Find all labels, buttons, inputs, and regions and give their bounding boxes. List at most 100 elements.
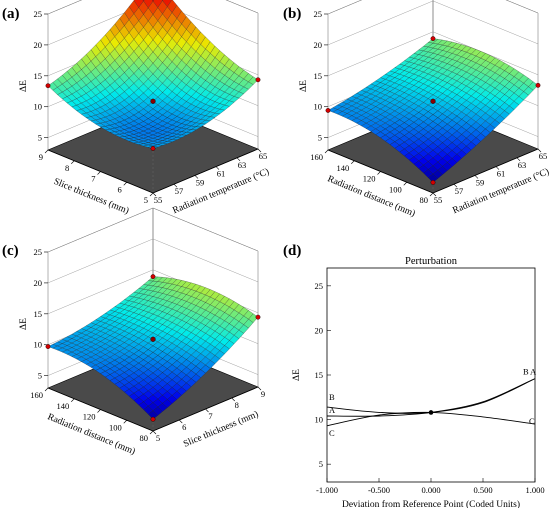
x-tick-label: 59 bbox=[476, 177, 485, 187]
x-axis-line bbox=[152, 148, 259, 194]
surface-plot-c: (c) 5 10 15 20 25 ΔE 5 6 7 8 9 80 100 120 140 160 Slice … bbox=[2, 207, 265, 457]
z-axis-label: ΔE bbox=[299, 80, 309, 92]
x-tick-mark bbox=[257, 386, 262, 391]
y-tick-label: 15 bbox=[315, 370, 324, 380]
z-gridline bbox=[327, 31, 539, 76]
panel-label-c: (c) bbox=[2, 243, 19, 259]
x-tick-label: 7 bbox=[208, 411, 212, 421]
y-tick-mark bbox=[44, 387, 49, 392]
response-surface-mesh bbox=[47, 276, 259, 420]
y-tick-mark bbox=[377, 171, 381, 175]
panel-label-d: (d) bbox=[283, 243, 301, 259]
x-tick-label: 57 bbox=[455, 186, 464, 196]
surface-cell bbox=[148, 410, 158, 420]
x-axis-label: Deviation from Reference Point (Coded Un… bbox=[342, 499, 520, 508]
y-tick-mark bbox=[97, 409, 101, 413]
x-tick-label: 0.000 bbox=[421, 485, 440, 495]
y-tick-label: 5 bbox=[319, 459, 323, 469]
z-tick-label: 5 bbox=[38, 371, 42, 381]
z-tick-label: 5 bbox=[318, 133, 322, 143]
y-tick-mark bbox=[71, 398, 75, 402]
z-gridline bbox=[47, 238, 259, 284]
z-tick-label: 5 bbox=[38, 133, 42, 143]
design-point-marker bbox=[150, 146, 156, 151]
y-tick-label: 80 bbox=[140, 433, 149, 443]
z-tick-label: 25 bbox=[34, 9, 43, 19]
design-point-marker bbox=[45, 344, 51, 349]
z-tick-label: 20 bbox=[34, 278, 43, 288]
x-tick-label: 0.500 bbox=[473, 485, 492, 495]
y-tick-mark bbox=[44, 149, 49, 154]
x-tick-mark bbox=[231, 397, 235, 402]
y-tick-label: 160 bbox=[310, 152, 323, 162]
x-tick-label: 65 bbox=[259, 151, 268, 161]
y-tick-mark bbox=[149, 192, 154, 197]
panel-label-a: (a) bbox=[2, 6, 20, 22]
x-tick-mark bbox=[474, 175, 479, 179]
y-tick-label: 140 bbox=[57, 401, 70, 411]
x-tick-mark bbox=[205, 408, 209, 413]
y-tick-mark bbox=[429, 192, 434, 197]
z-tick-label: 15 bbox=[34, 309, 43, 319]
center-point-marker bbox=[430, 98, 436, 104]
center-point-marker bbox=[150, 98, 156, 104]
x-tick-label: -1.000 bbox=[316, 485, 338, 495]
response-surface-mesh bbox=[47, 0, 259, 149]
design-point-marker bbox=[150, 416, 156, 422]
x-tick-label: 8 bbox=[235, 400, 239, 410]
x-tick-label: 9 bbox=[261, 389, 265, 399]
x-tick-mark bbox=[152, 430, 157, 435]
y-tick-label: 140 bbox=[337, 163, 350, 173]
design-point-marker bbox=[430, 180, 436, 185]
y-tick-label: 100 bbox=[389, 184, 402, 194]
surface-cell bbox=[428, 173, 438, 183]
x-tick-mark bbox=[516, 157, 521, 162]
series-label-right: C bbox=[529, 416, 535, 426]
y-tick-label: 120 bbox=[363, 174, 376, 184]
z-tick-label: 25 bbox=[34, 247, 43, 257]
z-tick-label: 20 bbox=[34, 40, 43, 50]
x-tick-label: 65 bbox=[539, 151, 548, 161]
x-tick-label: 55 bbox=[154, 195, 163, 205]
perturbation-plot-d: (d) Perturbation 5 10 15 20 25 -1.000 -0.500 0.0… bbox=[283, 243, 545, 508]
z-tick-label: 10 bbox=[34, 340, 43, 350]
series-label-left: B bbox=[329, 392, 335, 402]
design-point-marker bbox=[45, 83, 51, 89]
y-tick-mark bbox=[403, 182, 407, 186]
y-tick-label: 25 bbox=[315, 281, 324, 291]
y-tick-label: 160 bbox=[30, 390, 43, 400]
surface-cell bbox=[151, 0, 155, 2]
design-point-marker bbox=[325, 108, 331, 113]
y-tick-label: 7 bbox=[91, 174, 95, 184]
x-tick-mark bbox=[495, 166, 500, 170]
design-point-marker bbox=[255, 314, 261, 320]
perturbation-plot-frame bbox=[326, 267, 536, 483]
x-tick-mark bbox=[432, 192, 437, 197]
y-tick-label: 120 bbox=[83, 412, 96, 422]
x-tick-label: 57 bbox=[175, 186, 184, 196]
x-tick-label: -0.500 bbox=[368, 485, 390, 495]
y-tick-mark bbox=[351, 160, 355, 164]
design-point-marker bbox=[150, 274, 156, 280]
series-label-left: A bbox=[329, 405, 336, 415]
z-axis-label: ΔE bbox=[19, 318, 29, 330]
z-tick-label: 15 bbox=[34, 71, 43, 81]
surface-plot-b: (b) 5 10 15 20 25 ΔE 55 57 59 61 63 65 80 100 120 140 16… bbox=[283, 0, 550, 219]
y-tick-mark bbox=[71, 160, 75, 164]
z-tick-label: 10 bbox=[34, 102, 43, 112]
panel-label-b: (b) bbox=[283, 6, 301, 22]
x-tick-label: 1.000 bbox=[525, 485, 544, 495]
y-tick-mark bbox=[324, 149, 329, 154]
x-axis-line bbox=[432, 148, 539, 194]
design-point-marker bbox=[255, 77, 261, 83]
y-tick-mark bbox=[149, 430, 154, 435]
perturbation-title: Perturbation bbox=[405, 256, 458, 267]
x-tick-label: 61 bbox=[217, 169, 226, 179]
y-tick-label: 80 bbox=[420, 195, 429, 205]
y-tick-label: 9 bbox=[39, 152, 43, 162]
x-tick-mark bbox=[453, 183, 458, 188]
x-tick-mark bbox=[257, 148, 262, 153]
x-tick-mark bbox=[173, 183, 178, 188]
z-tick-label: 25 bbox=[314, 9, 323, 19]
series-label-right: A bbox=[530, 367, 537, 377]
